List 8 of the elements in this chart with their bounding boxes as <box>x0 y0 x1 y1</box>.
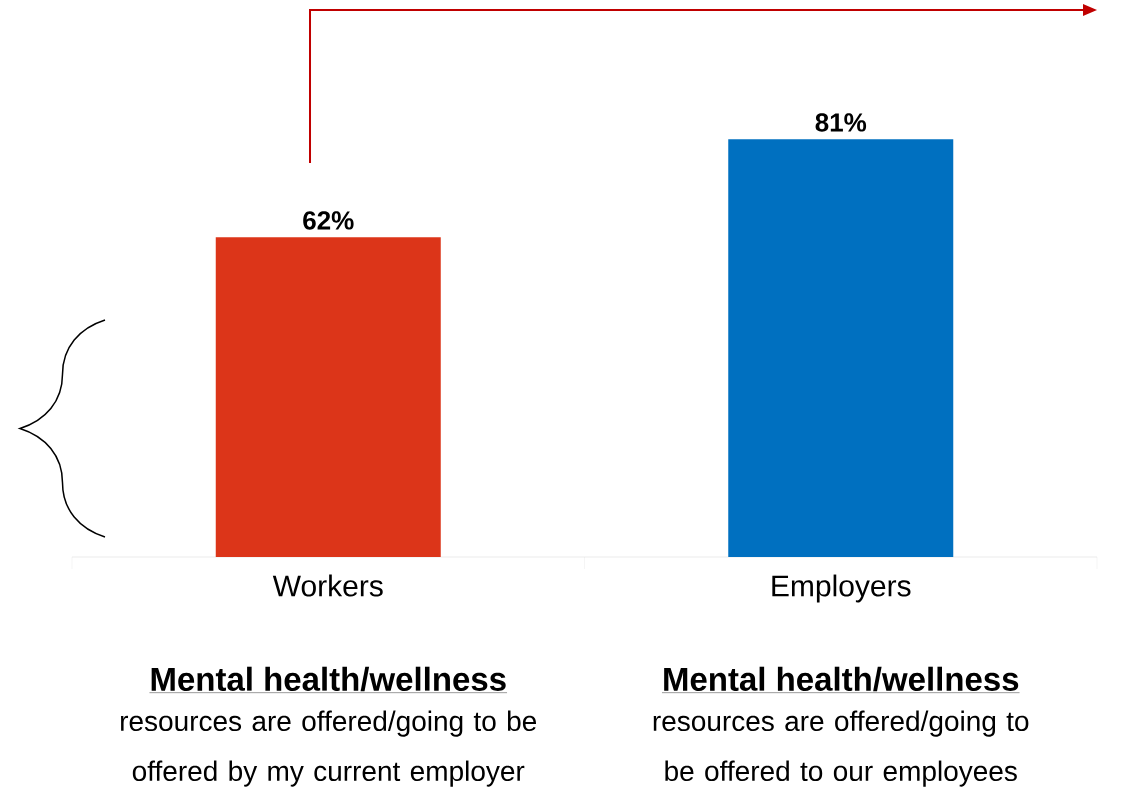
x-tick-label: Workers <box>272 574 383 597</box>
text: Mental health/wellness <box>664 666 1019 692</box>
x-tick-label: Employers <box>772 574 911 603</box>
text: Mental health/wellness <box>151 666 506 692</box>
data-label: 62% <box>303 211 354 230</box>
text: resources are offered/going to be offered by my current employer <box>121 710 537 787</box>
data-label: 81% <box>815 113 867 132</box>
text: resources are offered/going to be offered to our employees <box>653 710 1029 787</box>
